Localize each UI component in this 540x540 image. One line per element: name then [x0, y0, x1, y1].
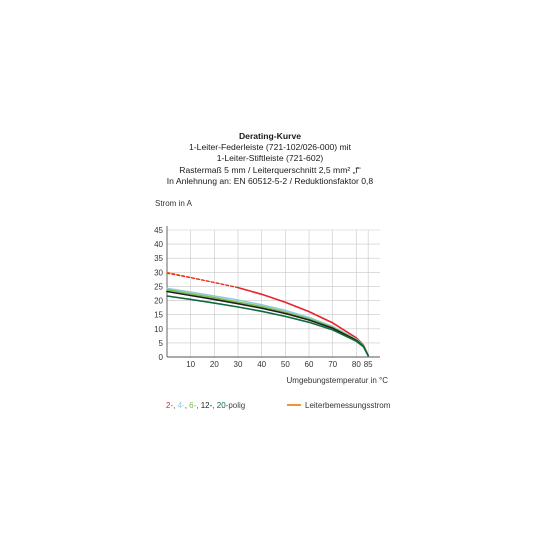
y-tick-label: 5 — [159, 339, 164, 348]
x-tick-label: 50 — [281, 360, 290, 369]
legend-pole-text: , — [212, 401, 216, 410]
legend-pole-text: 6- — [189, 401, 196, 410]
x-axis-label: Umgebungstemperatur in °C — [287, 376, 389, 385]
chart-title-block: Derating-Kurve 1-Leiter-Federleiste (721… — [0, 131, 540, 187]
series-line-2 — [166, 272, 239, 289]
x-tick-label: 30 — [234, 360, 243, 369]
chart-tick-labels: 0 5 10 15 20 25 30 35 40 45 10 20 30 40 50 60 70 80 85 — [154, 226, 373, 369]
chart-subtitle-1: 1-Leiter-Federleiste (721-102/026-000) m… — [189, 142, 351, 153]
chart-subtitle-4: In Anlehnung an: EN 60512-5-2 / Reduktio… — [166, 175, 374, 186]
x-tick-label: 10 — [186, 360, 195, 369]
y-tick-label: 35 — [154, 254, 163, 263]
x-tick-label: 85 — [364, 360, 373, 369]
series-line-20 — [166, 295, 370, 357]
legend-pole-text: polig — [228, 401, 245, 410]
legend-pole-text: , — [185, 401, 189, 410]
x-tick-label: 40 — [257, 360, 266, 369]
y-tick-label: 30 — [154, 268, 163, 277]
y-axis-label: Strom in A — [155, 199, 193, 208]
legend-rated-current-label: Leiterbemessungsstrom — [305, 401, 391, 410]
x-tick-label: 80 — [352, 360, 361, 369]
x-tick-label: 20 — [210, 360, 219, 369]
y-tick-label: 0 — [159, 353, 164, 362]
y-tick-label: 40 — [154, 240, 163, 249]
legend-pole-text: 2- — [166, 401, 173, 410]
y-tick-label: 45 — [154, 226, 163, 235]
x-tick-label: 60 — [305, 360, 314, 369]
legend-pole-text: 12- — [201, 401, 213, 410]
chart-series — [166, 271, 370, 357]
legend-pole-text: , — [196, 401, 200, 410]
y-tick-label: 15 — [154, 311, 163, 320]
legend-pole-text: 4- — [178, 401, 185, 410]
x-tick-label: 70 — [328, 360, 337, 369]
chart-subtitle-2: 1-Leiter-Stiftleiste (721-602) — [216, 153, 324, 164]
legend-poles: 2-, 4-, 6-, 12-, 20-polig — [166, 401, 245, 410]
legend-pole-text: , — [173, 401, 177, 410]
y-tick-label: 25 — [154, 282, 163, 291]
series-line-4 — [166, 287, 370, 357]
chart-subtitle-3: Rastermaß 5 mm / Leiterquerschnitt 2,5 m… — [179, 164, 361, 175]
y-tick-label: 10 — [154, 325, 163, 334]
y-tick-label: 20 — [154, 297, 163, 306]
chart-title: Derating-Kurve — [238, 131, 302, 141]
legend-pole-text: 20- — [217, 401, 229, 410]
